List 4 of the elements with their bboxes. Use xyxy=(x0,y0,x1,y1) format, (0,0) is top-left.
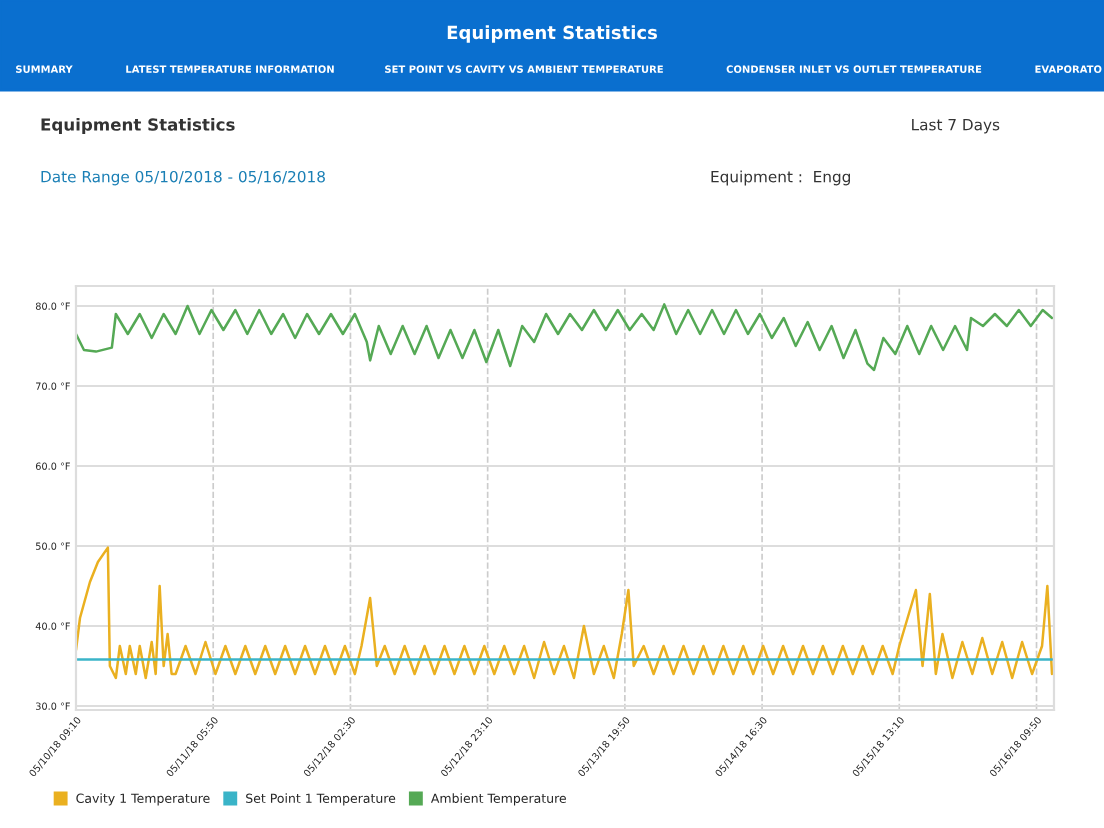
text: Equipment Statistics xyxy=(41,117,235,135)
chart-title: Equipment Statistics xyxy=(447,25,657,43)
line-series xyxy=(76,303,1054,372)
line-series xyxy=(76,546,1054,680)
